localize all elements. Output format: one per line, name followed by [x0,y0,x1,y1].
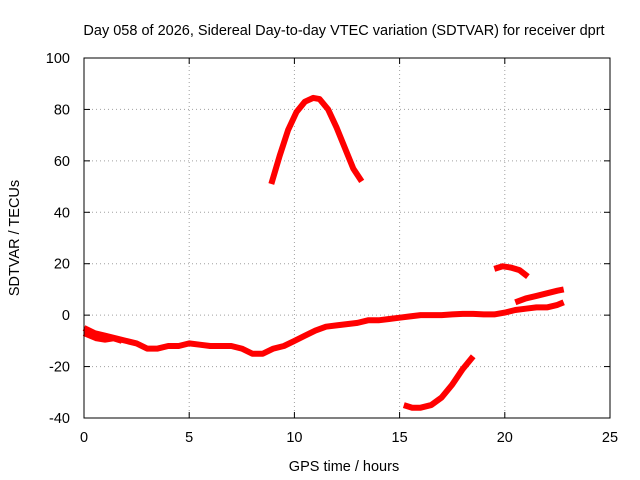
x-tick-label: 25 [602,430,618,446]
series-main-trace [82,299,565,357]
series-upper-right-trace [514,286,565,306]
series-short-right-trace [493,263,530,279]
x-axis-label: GPS time / hours [289,459,399,475]
series-arc-trace [268,94,365,185]
grid [84,58,610,418]
x-tick-label: 15 [392,430,408,446]
y-tick-label: 60 [54,154,70,170]
x-tick-label: 20 [497,430,513,446]
x-tick-label: 0 [80,430,88,446]
plot-frame [83,57,611,419]
series-dip-trace [402,354,476,411]
y-tick-label: 80 [54,102,70,118]
x-tick-label: 5 [185,430,193,446]
y-tick-label: 40 [54,205,70,221]
series-group [82,94,565,411]
y-tick-label: -40 [49,411,70,427]
x-tick-label: 10 [286,430,302,446]
series-lower-left-trace [82,330,123,344]
y-axis-label: SDTVAR / TECUs [7,180,23,296]
y-tick-label: 100 [46,51,70,67]
ticks: 0 5 10 15 20 25 -40 -20 0 20 40 60 80 100 [46,51,618,446]
y-tick-label: -20 [49,360,70,376]
chart-title: Day 058 of 2026, Sidereal Day-to-day VTE… [83,23,604,39]
y-tick-label: 0 [62,308,70,324]
y-tick-label: 20 [54,257,70,273]
